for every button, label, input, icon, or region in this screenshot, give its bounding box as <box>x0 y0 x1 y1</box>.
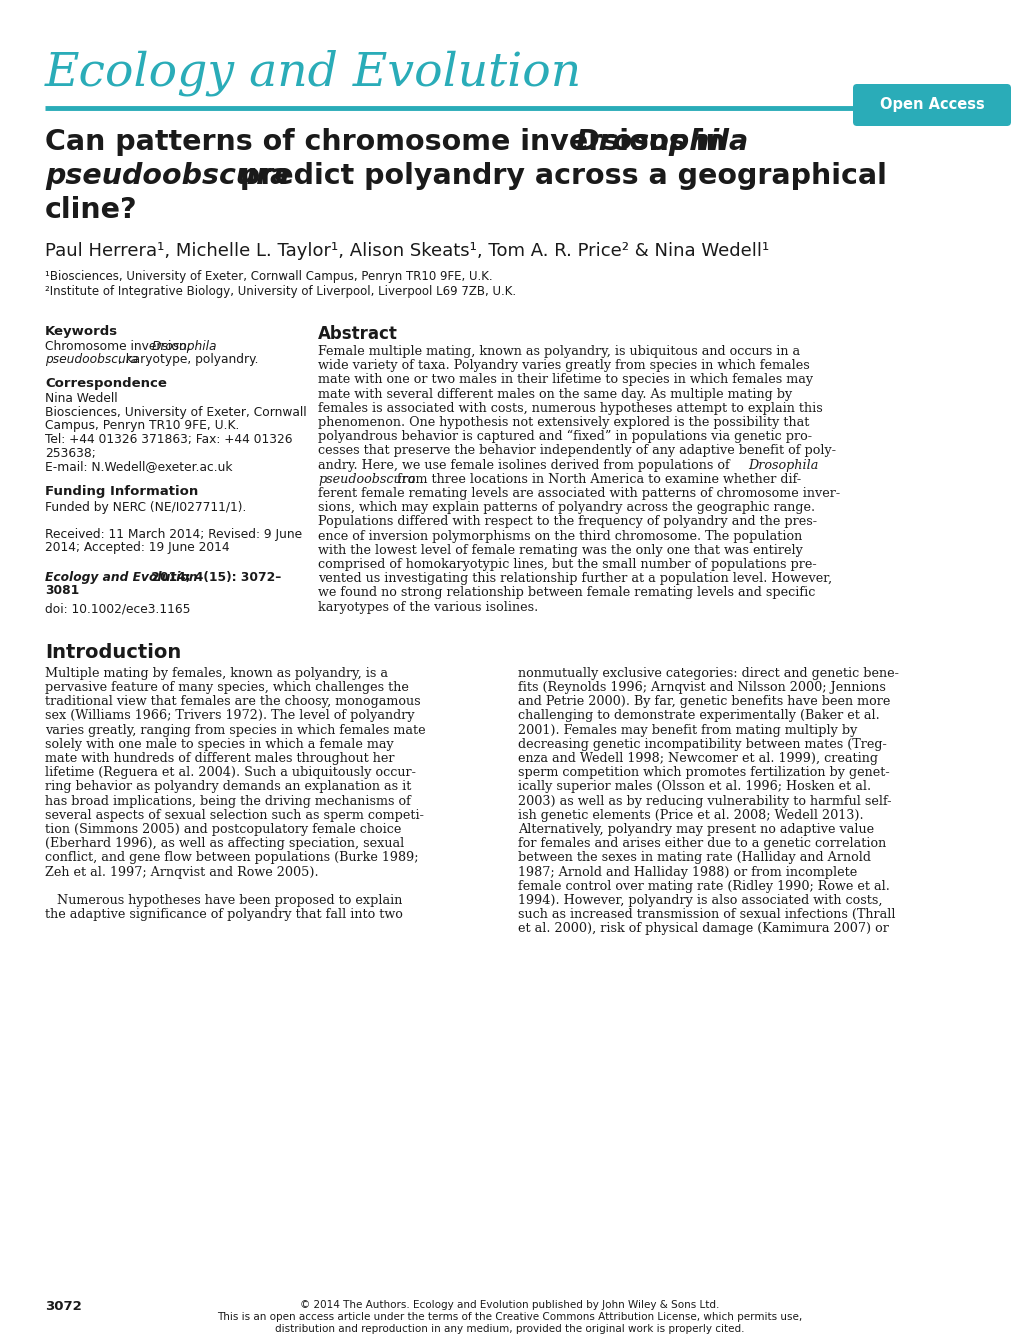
Text: conflict, and gene flow between populations (Burke 1989;: conflict, and gene flow between populati… <box>45 851 418 864</box>
Text: © 2014 The Authors. Ecology and Evolution published by John Wiley & Sons Ltd.: © 2014 The Authors. Ecology and Evolutio… <box>300 1300 719 1311</box>
Text: Alternatively, polyandry may present no adaptive value: Alternatively, polyandry may present no … <box>518 823 873 836</box>
Text: pseudoobscura: pseudoobscura <box>45 162 289 190</box>
Text: predict polyandry across a geographical: predict polyandry across a geographical <box>229 162 886 190</box>
Text: female control over mating rate (Ridley 1990; Rowe et al.: female control over mating rate (Ridley … <box>518 880 889 892</box>
Text: mate with several different males on the same day. As multiple mating by: mate with several different males on the… <box>318 387 792 401</box>
Text: Nina Wedell: Nina Wedell <box>45 393 117 406</box>
Text: ence of inversion polymorphisms on the third chromosome. The population: ence of inversion polymorphisms on the t… <box>318 529 802 543</box>
Text: vented us investigating this relationship further at a population level. However: vented us investigating this relationshi… <box>318 572 832 586</box>
Text: wide variety of taxa. Polyandry varies greatly from species in which females: wide variety of taxa. Polyandry varies g… <box>318 359 809 373</box>
Text: andry. Here, we use female isolines derived from populations of: andry. Here, we use female isolines deri… <box>318 458 733 472</box>
Text: sperm competition which promotes fertilization by genet-: sperm competition which promotes fertili… <box>518 766 889 779</box>
Text: Tel: +44 01326 371863; Fax: +44 01326: Tel: +44 01326 371863; Fax: +44 01326 <box>45 433 292 446</box>
Text: Drosophila: Drosophila <box>575 129 748 155</box>
Text: 253638;: 253638; <box>45 446 96 460</box>
FancyBboxPatch shape <box>852 84 1010 126</box>
Text: This is an open access article under the terms of the Creative Commons Attributi: This is an open access article under the… <box>217 1312 802 1323</box>
Text: Funded by NERC (NE/I027711/1).: Funded by NERC (NE/I027711/1). <box>45 501 247 513</box>
Text: and Petrie 2000). By far, genetic benefits have been more: and Petrie 2000). By far, genetic benefi… <box>518 695 890 709</box>
Text: ish genetic elements (Price et al. 2008; Wedell 2013).: ish genetic elements (Price et al. 2008;… <box>518 809 863 821</box>
Text: mate with one or two males in their lifetime to species in which females may: mate with one or two males in their life… <box>318 374 812 386</box>
Text: from three locations in North America to examine whether dif-: from three locations in North America to… <box>392 473 800 486</box>
Text: cline?: cline? <box>45 196 138 224</box>
Text: Received: 11 March 2014; Revised: 9 June: Received: 11 March 2014; Revised: 9 June <box>45 528 302 541</box>
Text: 1987; Arnold and Halliday 1988) or from incomplete: 1987; Arnold and Halliday 1988) or from … <box>518 866 856 879</box>
Text: Chromosome inversion,: Chromosome inversion, <box>45 340 195 352</box>
Text: pseudoobscura: pseudoobscura <box>318 473 415 486</box>
Text: Drosophila: Drosophila <box>747 458 817 472</box>
Text: 3072: 3072 <box>45 1300 82 1313</box>
Text: traditional view that females are the choosy, monogamous: traditional view that females are the ch… <box>45 695 420 709</box>
Text: Can patterns of chromosome inversions in: Can patterns of chromosome inversions in <box>45 129 735 155</box>
Text: Introduction: Introduction <box>45 643 181 662</box>
Text: Campus, Penryn TR10 9FE, U.K.: Campus, Penryn TR10 9FE, U.K. <box>45 419 239 433</box>
Text: E-mail: N.Wedell@exeter.ac.uk: E-mail: N.Wedell@exeter.ac.uk <box>45 460 232 473</box>
Text: 2001). Females may benefit from mating multiply by: 2001). Females may benefit from mating m… <box>518 724 857 737</box>
Text: Zeh et al. 1997; Arnqvist and Rowe 2005).: Zeh et al. 1997; Arnqvist and Rowe 2005)… <box>45 866 318 879</box>
Text: Ecology and Evolution: Ecology and Evolution <box>45 571 198 584</box>
Text: Keywords: Keywords <box>45 326 118 338</box>
Text: 3081: 3081 <box>45 584 79 598</box>
Text: between the sexes in mating rate (Halliday and Arnold: between the sexes in mating rate (Hallid… <box>518 851 870 864</box>
Text: sions, which may explain patterns of polyandry across the geographic range.: sions, which may explain patterns of pol… <box>318 501 814 515</box>
Text: nonmutually exclusive categories: direct and genetic bene-: nonmutually exclusive categories: direct… <box>518 667 898 679</box>
Text: Populations differed with respect to the frequency of polyandry and the pres-: Populations differed with respect to the… <box>318 516 816 528</box>
Text: 2014; 4(15): 3072–: 2014; 4(15): 3072– <box>147 571 281 584</box>
Text: the adaptive significance of polyandry that fall into two: the adaptive significance of polyandry t… <box>45 909 403 921</box>
Text: for females and arises either due to a genetic correlation: for females and arises either due to a g… <box>518 838 886 850</box>
Text: Correspondence: Correspondence <box>45 378 167 390</box>
Text: , karyotype, polyandry.: , karyotype, polyandry. <box>118 354 258 367</box>
Text: Funding Information: Funding Information <box>45 485 198 498</box>
Text: ferent female remating levels are associated with patterns of chromosome inver-: ferent female remating levels are associ… <box>318 486 840 500</box>
Text: Biosciences, University of Exeter, Cornwall: Biosciences, University of Exeter, Cornw… <box>45 406 307 419</box>
Text: pseudoobscura: pseudoobscura <box>45 354 139 367</box>
Text: sex (Williams 1966; Trivers 1972). The level of polyandry: sex (Williams 1966; Trivers 1972). The l… <box>45 709 414 722</box>
Text: Ecology and Evolution: Ecology and Evolution <box>45 50 582 96</box>
Text: comprised of homokaryotypic lines, but the small number of populations pre-: comprised of homokaryotypic lines, but t… <box>318 557 816 571</box>
Text: Abstract: Abstract <box>318 326 397 343</box>
Text: females is associated with costs, numerous hypotheses attempt to explain this: females is associated with costs, numero… <box>318 402 822 415</box>
Text: solely with one male to species in which a female may: solely with one male to species in which… <box>45 738 393 750</box>
Text: distribution and reproduction in any medium, provided the original work is prope: distribution and reproduction in any med… <box>275 1324 744 1335</box>
Text: decreasing genetic incompatibility between mates (Treg-: decreasing genetic incompatibility betwe… <box>518 738 886 750</box>
Text: 2014; Accepted: 19 June 2014: 2014; Accepted: 19 June 2014 <box>45 541 229 555</box>
Text: Paul Herrera¹, Michelle L. Taylor¹, Alison Skeats¹, Tom A. R. Price² & Nina Wede: Paul Herrera¹, Michelle L. Taylor¹, Alis… <box>45 243 768 260</box>
Text: polyandrous behavior is captured and “fixed” in populations via genetic pro-: polyandrous behavior is captured and “fi… <box>318 430 811 444</box>
Text: has broad implications, being the driving mechanisms of: has broad implications, being the drivin… <box>45 795 411 808</box>
Text: challenging to demonstrate experimentally (Baker et al.: challenging to demonstrate experimentall… <box>518 709 878 722</box>
Text: ¹Biosciences, University of Exeter, Cornwall Campus, Penryn TR10 9FE, U.K.: ¹Biosciences, University of Exeter, Corn… <box>45 269 492 283</box>
Text: such as increased transmission of sexual infections (Thrall: such as increased transmission of sexual… <box>518 909 895 921</box>
Text: et al. 2000), risk of physical damage (Kamimura 2007) or: et al. 2000), risk of physical damage (K… <box>518 922 888 935</box>
Text: tion (Simmons 2005) and postcopulatory female choice: tion (Simmons 2005) and postcopulatory f… <box>45 823 401 836</box>
Text: Drosophila: Drosophila <box>152 340 217 352</box>
Text: varies greatly, ranging from species in which females mate: varies greatly, ranging from species in … <box>45 724 425 737</box>
Text: we found no strong relationship between female remating levels and specific: we found no strong relationship between … <box>318 587 814 599</box>
Text: Open Access: Open Access <box>878 96 983 111</box>
Text: Multiple mating by females, known as polyandry, is a: Multiple mating by females, known as pol… <box>45 667 387 679</box>
Text: ring behavior as polyandry demands an explanation as it: ring behavior as polyandry demands an ex… <box>45 780 411 793</box>
Text: pervasive feature of many species, which challenges the: pervasive feature of many species, which… <box>45 681 409 694</box>
Text: phenomenon. One hypothesis not extensively explored is the possibility that: phenomenon. One hypothesis not extensive… <box>318 415 809 429</box>
Text: several aspects of sexual selection such as sperm competi-: several aspects of sexual selection such… <box>45 809 424 821</box>
Text: 2003) as well as by reducing vulnerability to harmful self-: 2003) as well as by reducing vulnerabili… <box>518 795 891 808</box>
Text: karyotypes of the various isolines.: karyotypes of the various isolines. <box>318 600 538 614</box>
Text: doi: 10.1002/ece3.1165: doi: 10.1002/ece3.1165 <box>45 602 191 615</box>
Text: cesses that preserve the behavior independently of any adaptive benefit of poly-: cesses that preserve the behavior indepe… <box>318 445 836 457</box>
Text: with the lowest level of female remating was the only one that was entirely: with the lowest level of female remating… <box>318 544 802 557</box>
Text: Female multiple mating, known as polyandry, is ubiquitous and occurs in a: Female multiple mating, known as polyand… <box>318 344 799 358</box>
Text: ²Institute of Integrative Biology, University of Liverpool, Liverpool L69 7ZB, U: ²Institute of Integrative Biology, Unive… <box>45 285 516 297</box>
Text: enza and Wedell 1998; Newcomer et al. 1999), creating: enza and Wedell 1998; Newcomer et al. 19… <box>518 752 877 765</box>
Text: 1994). However, polyandry is also associated with costs,: 1994). However, polyandry is also associ… <box>518 894 881 907</box>
Text: fits (Reynolds 1996; Arnqvist and Nilsson 2000; Jennions: fits (Reynolds 1996; Arnqvist and Nilsso… <box>518 681 886 694</box>
Text: lifetime (Reguera et al. 2004). Such a ubiquitously occur-: lifetime (Reguera et al. 2004). Such a u… <box>45 766 416 779</box>
Text: ically superior males (Olsson et al. 1996; Hosken et al.: ically superior males (Olsson et al. 199… <box>518 780 870 793</box>
Text: mate with hundreds of different males throughout her: mate with hundreds of different males th… <box>45 752 394 765</box>
Text: Numerous hypotheses have been proposed to explain: Numerous hypotheses have been proposed t… <box>45 894 401 907</box>
Text: (Eberhard 1996), as well as affecting speciation, sexual: (Eberhard 1996), as well as affecting sp… <box>45 838 404 850</box>
